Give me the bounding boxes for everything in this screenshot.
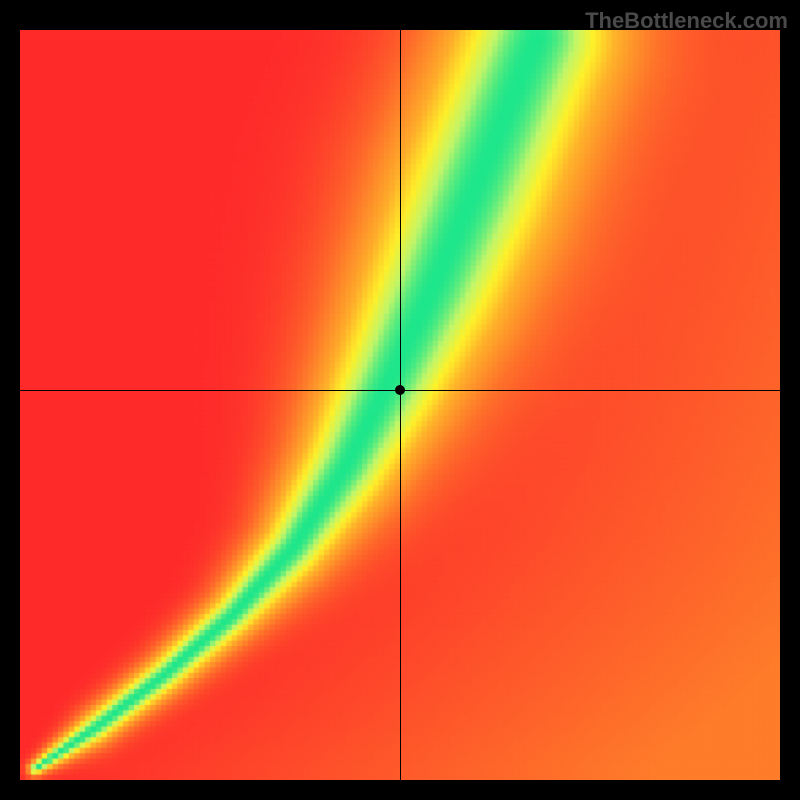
heatmap-plot	[20, 30, 780, 780]
crosshair-vertical	[400, 30, 401, 780]
crosshair-point	[395, 385, 405, 395]
watermark-text: TheBottleneck.com	[585, 8, 788, 34]
